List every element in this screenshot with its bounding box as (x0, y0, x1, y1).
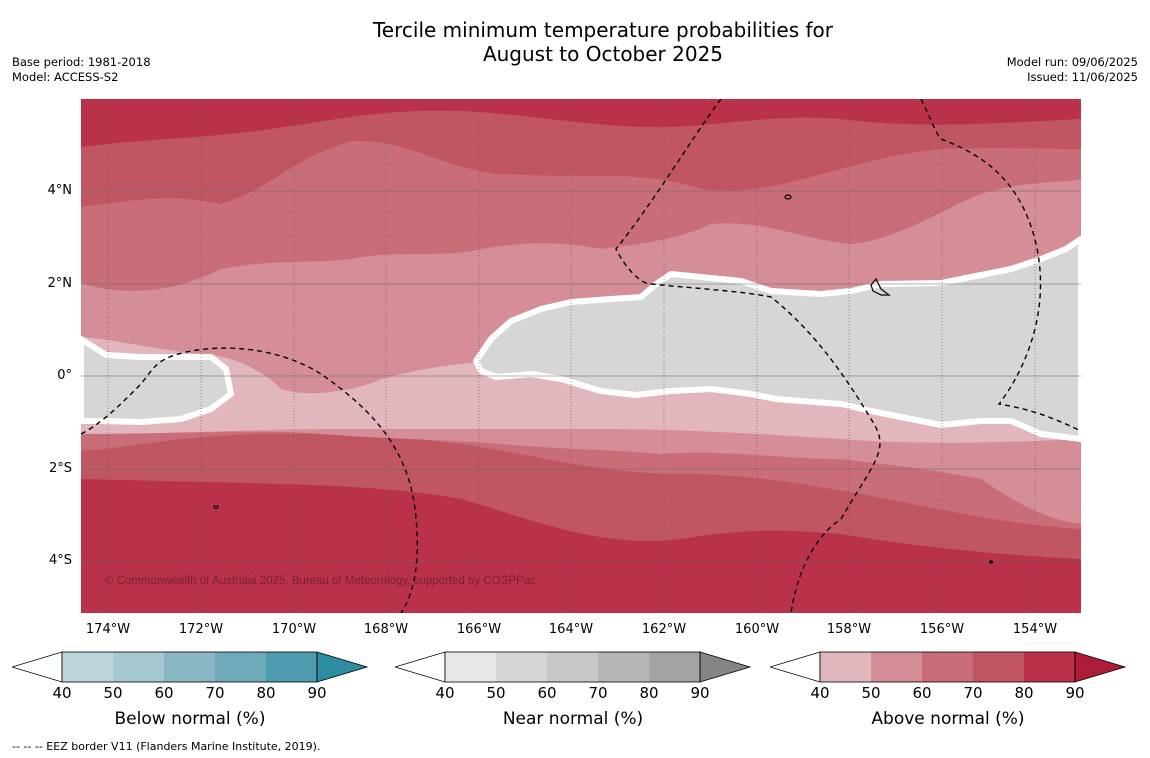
lon-label-172w: 172°W (178, 622, 224, 637)
lat-label-0: 0° (57, 368, 72, 383)
below-frame (61, 651, 318, 683)
below-color-segment (215, 652, 266, 682)
graticule (81, 190, 1081, 562)
islands (213, 194, 994, 564)
below-color-segment (62, 652, 113, 682)
below-extend-low (12, 651, 63, 683)
eez-borders (81, 99, 1081, 613)
near-color-segment (598, 652, 649, 682)
issued-date: Issued: 11/06/2025 (1027, 70, 1138, 84)
near-color-segment (547, 652, 598, 682)
colorbar-above-title: Above normal (%) (871, 709, 1025, 729)
cb-above-tick: 80 (1014, 684, 1034, 702)
near-extend-low (395, 651, 446, 683)
near-normal-region (473, 236, 1081, 442)
cb-below-tick: 70 (205, 684, 225, 702)
lon-label-170w: 170°W (271, 622, 317, 637)
near-color-segment (445, 652, 496, 682)
lat-label-2n: 2°N (47, 276, 73, 291)
probability-map: © Commonwealth of Australia 2025, Bureau… (81, 99, 1081, 613)
above-color-segment (973, 652, 1024, 682)
cb-near-tick: 40 (435, 684, 455, 702)
near-frame (444, 651, 701, 683)
lon-label-156w: 156°W (919, 622, 965, 637)
title-line-1: Tercile minimum temperature probabilitie… (372, 18, 834, 42)
below-color-segment (113, 652, 164, 682)
above-extend-low (770, 651, 821, 683)
above-color-segment (922, 652, 973, 682)
cb-below-tick: 60 (154, 684, 174, 702)
lon-label-174w: 174°W (85, 622, 131, 637)
lat-label-2s: 2°S (48, 461, 72, 476)
title-line-2: August to October 2025 (482, 42, 724, 66)
colorbar-below (12, 651, 369, 683)
cb-above-tick: 70 (963, 684, 983, 702)
meta-right: Model run: 09/06/2025 Issued: 11/06/2025 (1007, 55, 1138, 85)
base-period: Base period: 1981-2018 (12, 55, 151, 69)
meta-left: Base period: 1981-2018 Model: ACCESS-S2 (12, 55, 151, 85)
colorbar-near (395, 651, 752, 683)
above-color-segment (1024, 652, 1075, 682)
cb-below-tick: 80 (256, 684, 276, 702)
lon-label-154w: 154°W (1012, 622, 1058, 637)
colorbar-below-title: Below normal (%) (114, 709, 266, 729)
above-frame (819, 651, 1076, 683)
above-color-segment (820, 652, 871, 682)
cb-below-tick: 90 (307, 684, 327, 702)
above-extend-high (1074, 651, 1127, 683)
lon-label-166w: 166°W (456, 622, 502, 637)
near-color-segment (649, 652, 700, 682)
cb-above-tick: 40 (810, 684, 830, 702)
lat-label-4n: 4°N (47, 183, 73, 198)
cb-near-tick: 70 (588, 684, 608, 702)
lat-label-4s: 4°S (48, 553, 72, 568)
cb-near-tick: 60 (537, 684, 557, 702)
cb-below-tick: 40 (52, 684, 72, 702)
cb-near-tick: 50 (486, 684, 506, 702)
near-extend-high (699, 651, 752, 683)
cb-above-tick: 90 (1065, 684, 1085, 702)
model-run: Model run: 09/06/2025 (1006, 55, 1138, 69)
below-color-segment (164, 652, 215, 682)
near-color-segment (496, 652, 547, 682)
colorbar-near-title: Near normal (%) (502, 709, 644, 729)
below-color-segment (266, 652, 317, 682)
map-title: Tercile minimum temperature probabilitie… (300, 18, 906, 66)
band-above-40 (81, 337, 1081, 443)
colorbar-above (770, 651, 1127, 683)
cb-above-tick: 60 (912, 684, 932, 702)
cb-below-tick: 50 (103, 684, 123, 702)
cb-above-tick: 50 (861, 684, 881, 702)
near-normal-west (81, 336, 234, 425)
copyright-text: © Commonwealth of Australia 2025, Bureau… (105, 575, 536, 587)
lon-label-160w: 160°W (734, 622, 780, 637)
lon-label-168w: 168°W (363, 622, 409, 637)
below-extend-high (316, 651, 369, 683)
lon-label-162w: 162°W (641, 622, 687, 637)
above-color-segment (871, 652, 922, 682)
model-name: Model: ACCESS-S2 (12, 70, 119, 84)
cb-near-tick: 80 (639, 684, 659, 702)
lon-label-158w: 158°W (826, 622, 872, 637)
eez-footnote: -- -- -- EEZ border V11 (Flanders Marine… (12, 740, 321, 753)
lon-label-164w: 164°W (548, 622, 594, 637)
cb-near-tick: 90 (690, 684, 710, 702)
